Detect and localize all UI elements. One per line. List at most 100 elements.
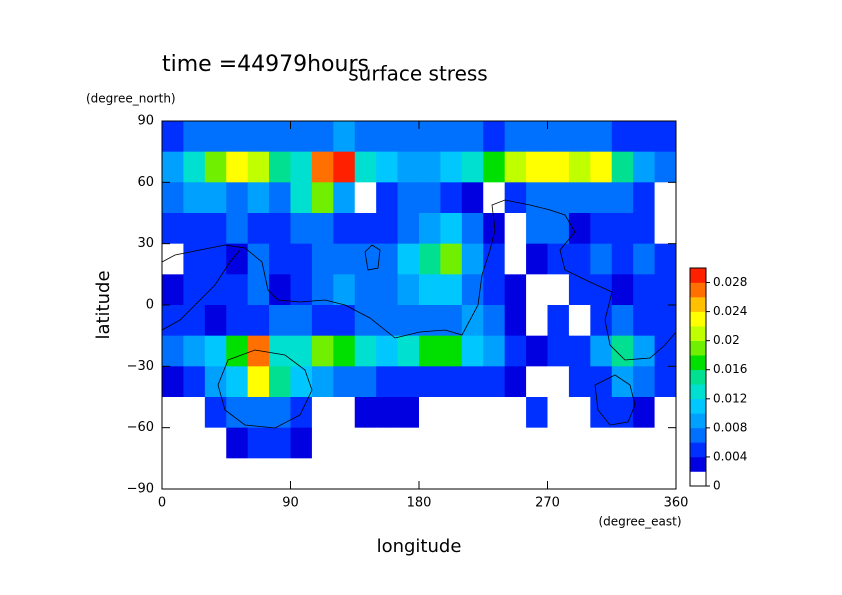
cell — [483, 213, 506, 245]
cell — [568, 121, 591, 153]
cell — [611, 305, 634, 337]
cell — [204, 121, 227, 153]
cell — [633, 151, 656, 183]
cell — [397, 427, 420, 459]
cell — [504, 335, 527, 367]
cell — [483, 151, 506, 183]
cell — [568, 151, 591, 183]
cell — [547, 274, 570, 306]
cell — [633, 427, 656, 459]
cell — [204, 397, 227, 429]
cell — [226, 305, 249, 337]
cell — [269, 305, 291, 337]
cell — [483, 335, 506, 367]
cell — [419, 151, 441, 183]
cell — [397, 243, 420, 275]
cell — [654, 458, 677, 490]
cell — [247, 274, 270, 306]
cell — [419, 397, 441, 429]
cell — [333, 151, 356, 183]
cell — [247, 427, 270, 459]
cell — [397, 213, 420, 245]
colorbar-band — [690, 398, 706, 414]
cell — [654, 213, 677, 245]
cell — [269, 243, 291, 275]
cell — [311, 274, 334, 306]
colorbar-tick-label: 0.02 — [713, 333, 740, 347]
cell — [376, 397, 399, 429]
cell — [376, 305, 399, 337]
x-tick-label: 0 — [158, 496, 166, 511]
cell — [483, 243, 506, 275]
cell — [633, 121, 656, 153]
colorbar-band — [690, 326, 706, 341]
cell — [504, 274, 527, 306]
cell — [354, 458, 377, 490]
cell — [611, 427, 634, 459]
colorbar-frame — [689, 267, 707, 487]
cell — [290, 427, 313, 459]
cell — [633, 213, 656, 245]
cell — [247, 182, 270, 214]
cell — [162, 458, 184, 490]
cell — [568, 305, 591, 337]
colorbar-band — [690, 268, 706, 283]
cell — [504, 182, 527, 214]
cell — [461, 458, 484, 490]
cell — [568, 397, 591, 429]
cell — [397, 305, 420, 337]
colorbar-band — [690, 427, 706, 443]
cell — [397, 397, 420, 429]
field — [162, 121, 677, 490]
cell — [397, 274, 420, 306]
cell — [204, 458, 227, 490]
cell — [311, 213, 334, 245]
cell — [547, 182, 570, 214]
cell — [419, 335, 441, 367]
cell — [419, 366, 441, 398]
cell — [611, 366, 634, 398]
cell — [226, 151, 249, 183]
cell — [311, 458, 334, 490]
cell — [633, 243, 656, 275]
cell — [247, 366, 270, 398]
cell — [354, 427, 377, 459]
colorbar-band — [690, 340, 706, 356]
cell — [226, 458, 249, 490]
x-tick-label: 90 — [282, 496, 299, 511]
cell — [526, 151, 548, 183]
time-label: time =44979hours — [162, 52, 369, 77]
y-tick-label: −30 — [127, 359, 154, 374]
colorbar-band — [690, 456, 706, 472]
cell — [611, 397, 634, 429]
cell — [311, 121, 334, 153]
x-tick-label: 360 — [664, 496, 689, 511]
colorbar-band — [690, 355, 706, 371]
y-tick-label: 0 — [146, 298, 154, 313]
cell — [311, 182, 334, 214]
cell — [504, 213, 527, 245]
cell — [269, 397, 291, 429]
y-tick-label: 90 — [137, 114, 154, 129]
cell — [461, 335, 484, 367]
cell — [226, 427, 249, 459]
cell — [226, 243, 249, 275]
cell — [333, 397, 356, 429]
y-tick-label: 60 — [137, 175, 154, 190]
cell — [461, 366, 484, 398]
cell — [654, 182, 677, 214]
cell — [162, 182, 184, 214]
cell — [568, 427, 591, 459]
cell — [526, 305, 548, 337]
cell — [376, 121, 399, 153]
cell — [247, 458, 270, 490]
cell — [376, 243, 399, 275]
cell — [247, 151, 270, 183]
cell — [397, 335, 420, 367]
cell — [183, 213, 206, 245]
cell — [654, 151, 677, 183]
cell — [226, 366, 249, 398]
cell — [269, 366, 291, 398]
colorbar-band — [690, 311, 706, 327]
cell — [226, 274, 249, 306]
